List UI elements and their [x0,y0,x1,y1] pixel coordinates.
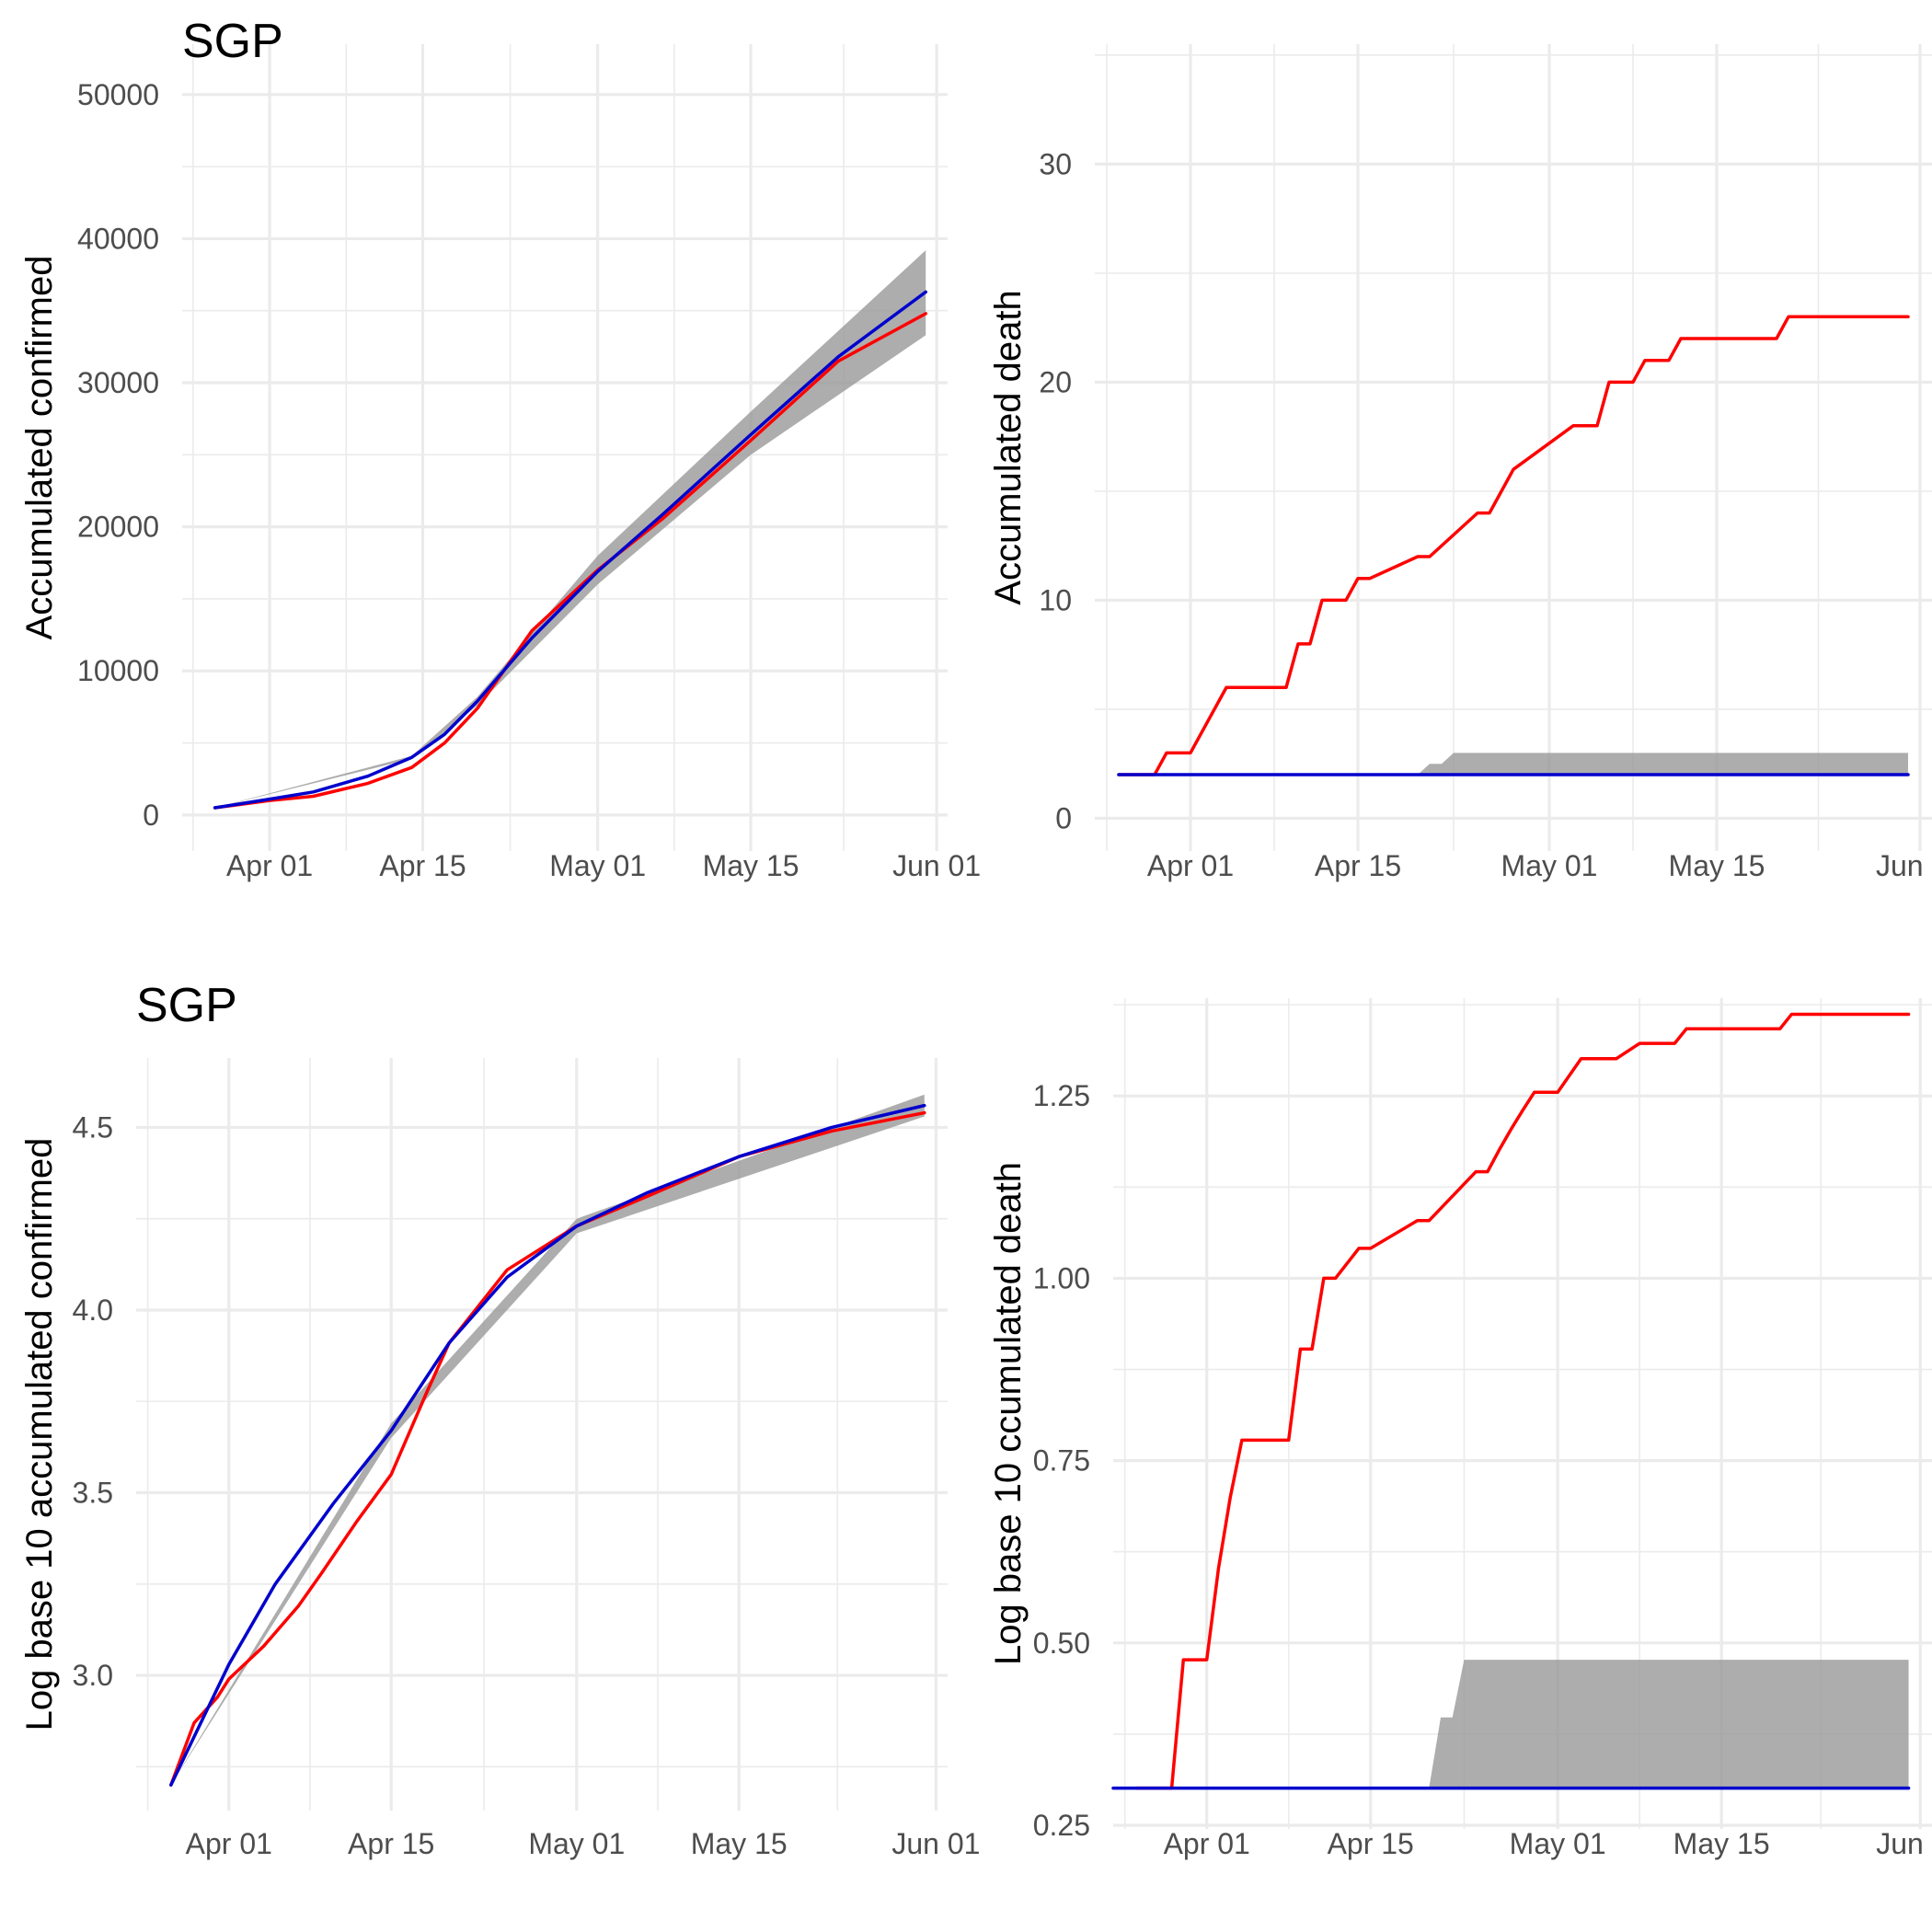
y-tick-label: 1.25 [1033,1079,1090,1112]
x-tick-label: Jun 01 [1876,849,1932,882]
y-axis-title: Log base 10 ccumulated death [988,1162,1029,1665]
x-tick-label: Apr 01 [226,849,313,882]
grid-2 [136,1058,948,1811]
y-tick-label: 30000 [77,366,159,399]
y-tick-label: 40000 [77,222,159,255]
x-tick-label: Jun 01 [892,849,981,882]
x-tick-label: Jun 01 [1876,1827,1932,1860]
x-tick-label: May 15 [691,1827,788,1860]
y-tick-label: 0 [1055,801,1072,834]
x-tick-label: May 15 [1669,849,1765,882]
x-tick-label: May 15 [703,849,799,882]
observed-series-line [169,1110,926,1787]
chart-panel-0: Apr 01 Apr 15 May 01 May 15 Jun 01 0 10000 2000… [19,15,981,882]
observed-series-line [1134,1012,1911,1790]
x-tick-label: May 01 [1501,849,1598,882]
y-tick-label: 0.50 [1033,1627,1090,1660]
y-tick-label: 1.00 [1033,1261,1090,1294]
chart-panel-1: Apr 01 Apr 15 May 01 May 15 Jun 01 0 10 20 30 Acc… [988,44,1932,882]
y-tick-label: 0 [143,799,159,832]
y-tick-label: 0.75 [1033,1444,1090,1478]
y-tick-label: 20000 [77,511,159,544]
y-tick-label: 4.0 [73,1294,113,1327]
x-tick-label: Apr 15 [348,1827,434,1860]
confidence-band [1429,1660,1909,1788]
x-tick-label: May 01 [528,1827,625,1860]
y-tick-label: 3.0 [73,1659,113,1692]
x-tick-label: Apr 01 [186,1827,272,1860]
y-tick-label: 3.5 [73,1477,113,1510]
y-axis-title: Log base 10 accumulated confirmed [19,1138,60,1731]
chart-panel-2: Apr 01 Apr 15 May 01 May 15 Jun 01 3.0 3.5 4.0 4… [19,979,980,1860]
x-tick-label: Apr 15 [379,849,466,882]
x-tick-label: May 15 [1673,1827,1770,1860]
y-tick-label: 10 [1039,583,1072,616]
fitted-series-line [169,1103,926,1787]
x-tick-label: Apr 15 [1315,849,1401,882]
y-tick-label: 50000 [77,78,159,111]
panel-title: SGP [182,15,283,68]
y-axis-title: Accumulated confirmed [19,256,60,640]
x-tick-label: Apr 01 [1147,849,1234,882]
observed-series-line [213,312,927,810]
y-axis-title: Accumulated death [988,290,1029,604]
y-tick-label: 30 [1039,147,1072,180]
y-tick-label: 0.25 [1033,1809,1090,1842]
x-tick-label: Apr 15 [1328,1827,1414,1860]
y-tick-label: 10000 [77,654,159,687]
y-tick-label: 4.5 [73,1110,113,1144]
x-tick-label: May 01 [549,849,646,882]
chart-panel-3: Apr 01 Apr 15 May 01 May 15 Jun 01 0.25 0.50 0.… [988,998,1932,1860]
x-tick-label: May 01 [1510,1827,1606,1860]
x-tick-label: Apr 01 [1164,1827,1250,1860]
confidence-band [1418,753,1908,776]
x-tick-label: Jun 01 [891,1827,980,1860]
grid-1 [1095,44,1932,851]
fitted-series-line [213,290,927,810]
panel-title: SGP [136,979,237,1032]
y-tick-label: 20 [1039,365,1072,398]
observed-series-line [1117,315,1910,776]
